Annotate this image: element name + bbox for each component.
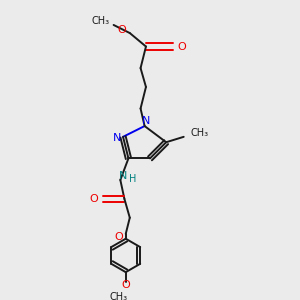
Text: H: H [129,174,136,184]
Text: N: N [119,171,127,181]
Text: O: O [117,25,126,35]
Text: CH₃: CH₃ [92,16,110,26]
Text: O: O [114,232,123,242]
Text: N: N [113,133,121,143]
Text: O: O [90,194,99,204]
Text: N: N [142,116,150,126]
Text: O: O [177,41,186,52]
Text: CH₃: CH₃ [110,292,128,300]
Text: O: O [122,280,130,290]
Text: CH₃: CH₃ [190,128,208,138]
